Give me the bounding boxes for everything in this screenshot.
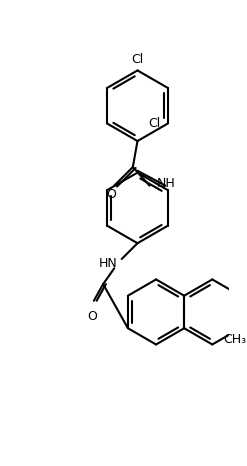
Text: HN: HN xyxy=(98,257,117,270)
Text: O: O xyxy=(106,188,116,201)
Text: O: O xyxy=(87,310,97,323)
Text: Cl: Cl xyxy=(131,53,144,66)
Text: CH₃: CH₃ xyxy=(224,333,247,346)
Text: NH: NH xyxy=(157,177,176,190)
Text: Cl: Cl xyxy=(148,117,161,130)
